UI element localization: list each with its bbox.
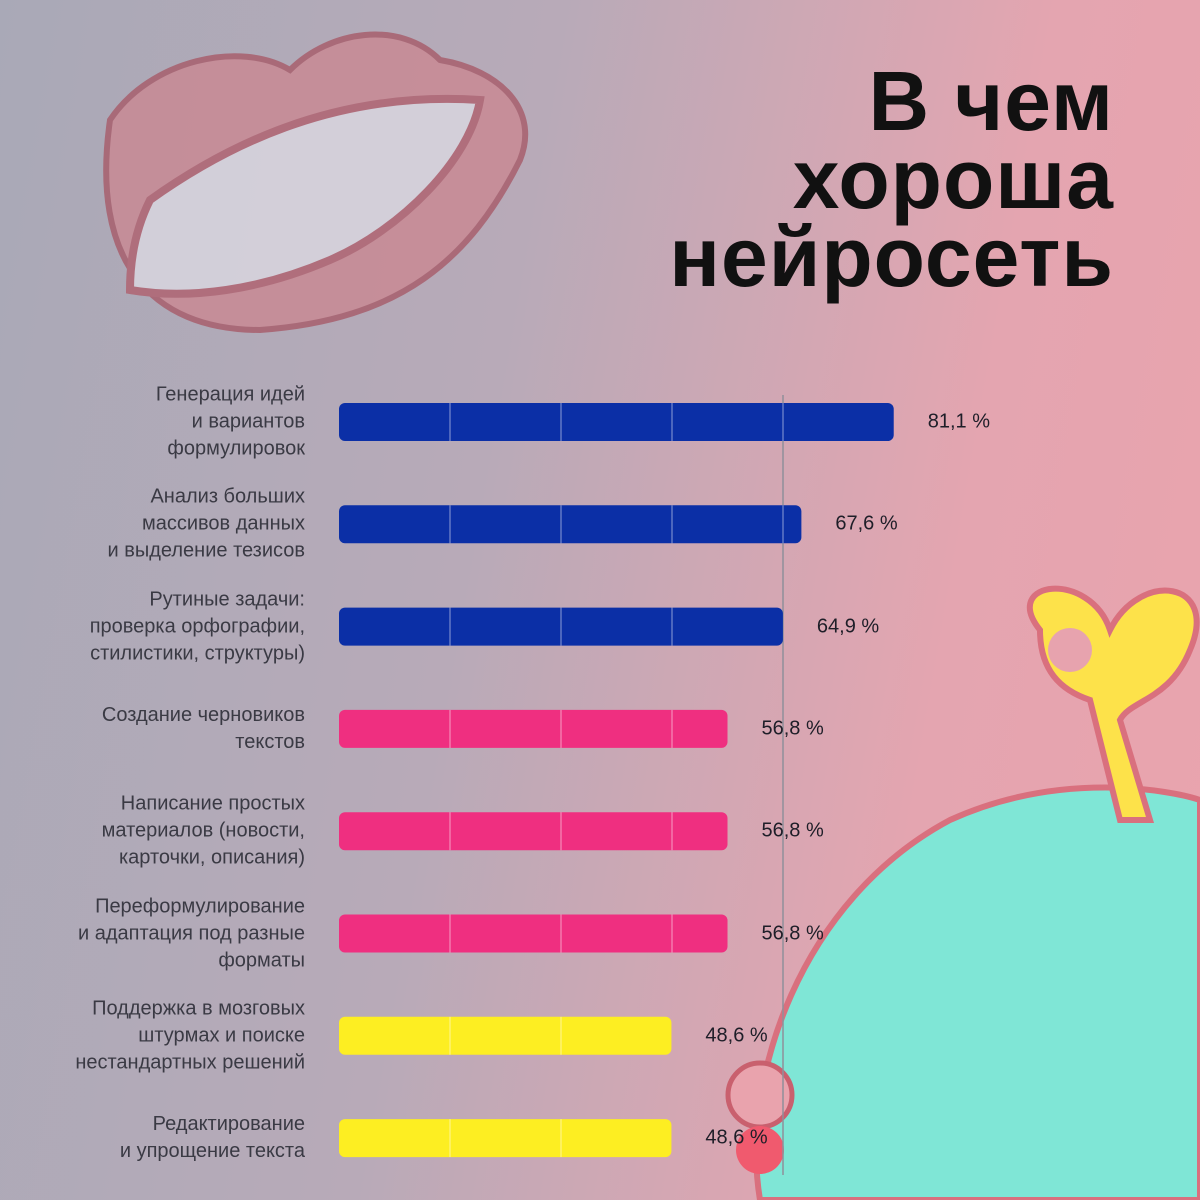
bar (339, 914, 728, 953)
category-label: Поддержка в мозговых штурмах и поиске не… (75, 997, 305, 1074)
value-label: 48,6 % (705, 1126, 768, 1149)
bar (339, 607, 783, 646)
value-label: 56,8 % (761, 717, 824, 740)
value-label: 56,8 % (761, 819, 824, 842)
bar (339, 709, 728, 748)
lips-illustration (103, 31, 529, 334)
category-label: Редактирование и упрощение текста (119, 1113, 305, 1163)
value-label: 48,6 % (705, 1024, 768, 1047)
value-label: 64,9 % (816, 615, 880, 638)
bar (339, 403, 894, 441)
chart-title: В чем хороша нейросеть (669, 54, 1114, 304)
bar (339, 505, 802, 544)
category-label: Рутиные задачи: проверка орфографии, сти… (89, 588, 305, 665)
value-label: 67,6 % (835, 512, 898, 535)
category-label: Написание простых материалов (новости, к… (101, 792, 305, 869)
category-label: Создание черновиков текстов (101, 703, 305, 753)
category-label: Переформулирование и адаптация под разны… (77, 895, 305, 971)
bar (339, 1119, 672, 1158)
value-label: 81,1 % (927, 410, 990, 433)
category-label: Генерация идей и вариантов формулировок (155, 383, 305, 460)
mouse-illustration (725, 585, 1200, 1200)
value-label: 56,8 % (761, 922, 824, 944)
bar (339, 812, 728, 851)
bar (339, 1016, 672, 1055)
category-label: Анализ больших массивов данных и выделен… (107, 485, 305, 562)
